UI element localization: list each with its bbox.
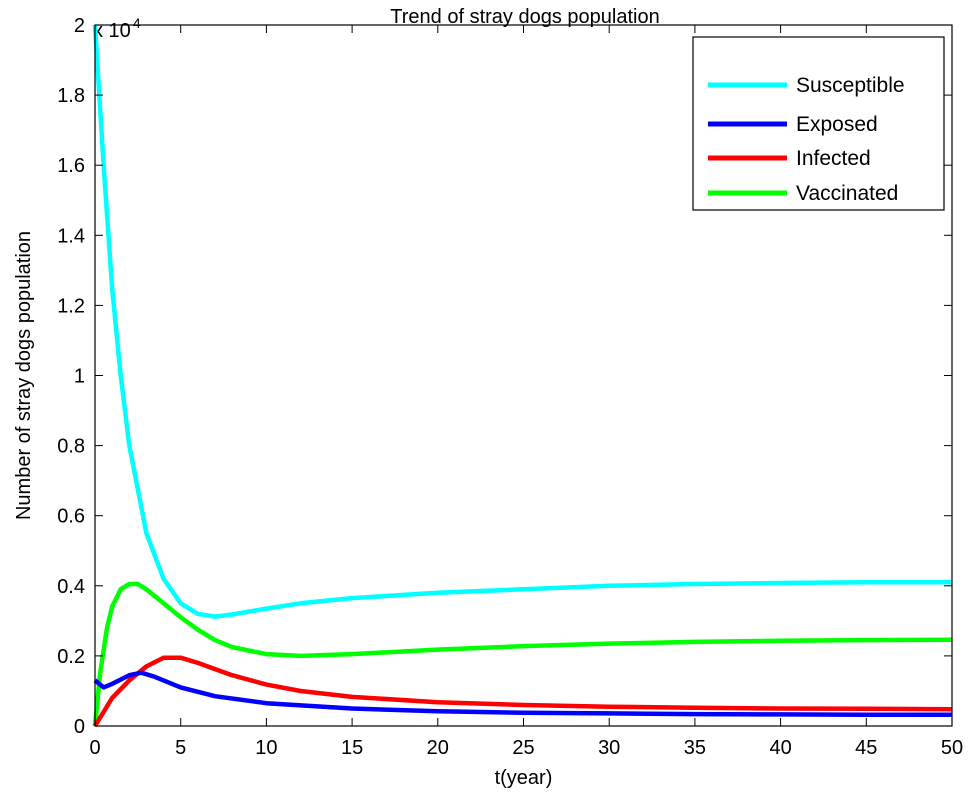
y-tick-label: 0.2 xyxy=(57,646,85,668)
y-tick-label: 0.6 xyxy=(57,506,85,528)
legend-label-infected: Infected xyxy=(796,147,871,170)
x-tick-label: 5 xyxy=(175,737,186,759)
series-line-infected xyxy=(93,655,953,728)
multiplier-base: x 10 xyxy=(93,20,131,42)
legend-label-vaccinated: Vaccinated xyxy=(796,182,898,205)
x-tick-label: 45 xyxy=(855,737,877,759)
y-tick-label: 0.8 xyxy=(57,436,85,458)
y-tick-labels: 0 0.2 0.4 0.6 0.8 1 1.2 1.4 1.6 1.8 2 xyxy=(57,15,85,738)
y-tick-label: 1.8 xyxy=(57,85,85,107)
multiplier-exponent: 4 xyxy=(133,15,141,31)
x-tick-label: 0 xyxy=(89,737,100,759)
x-tick-label: 50 xyxy=(941,737,963,759)
plot-frame xyxy=(94,24,953,727)
x-tick-label: 10 xyxy=(255,737,277,759)
series-line-exposed xyxy=(93,670,952,718)
y-tick-label: 0 xyxy=(74,716,85,738)
x-tick-label: 40 xyxy=(769,737,791,759)
x-tick-label: 15 xyxy=(341,737,363,759)
x-tick-label: 25 xyxy=(512,737,534,759)
legend-label-exposed: Exposed xyxy=(796,113,878,136)
x-tick-label: 20 xyxy=(427,737,449,759)
y-tick-label: 2 xyxy=(74,15,85,37)
series-line-vaccinated xyxy=(92,581,953,727)
series-line-susceptible xyxy=(92,24,952,619)
x-tick-label: 30 xyxy=(598,737,620,759)
chart-title: Trend of stray dogs population xyxy=(390,6,659,28)
x-tick-labels: 0 5 10 15 20 25 30 35 40 45 50 xyxy=(89,737,963,759)
y-tick-label: 1.2 xyxy=(57,295,85,317)
y-tick-label: 1.4 xyxy=(57,225,85,247)
y-tick-label: 0.4 xyxy=(57,576,85,598)
series-group xyxy=(92,24,953,728)
y-axis-label: Number of stray dogs population xyxy=(13,231,35,520)
y-tick-label: 1.6 xyxy=(57,155,85,177)
legend-label-susceptible: Susceptible xyxy=(796,74,905,97)
legend: Susceptible Exposed Infected Vaccinated xyxy=(692,36,945,211)
y-tick-label: 1 xyxy=(74,366,85,388)
x-axis-label: t(year) xyxy=(495,767,553,789)
x-tick-label: 35 xyxy=(684,737,706,759)
